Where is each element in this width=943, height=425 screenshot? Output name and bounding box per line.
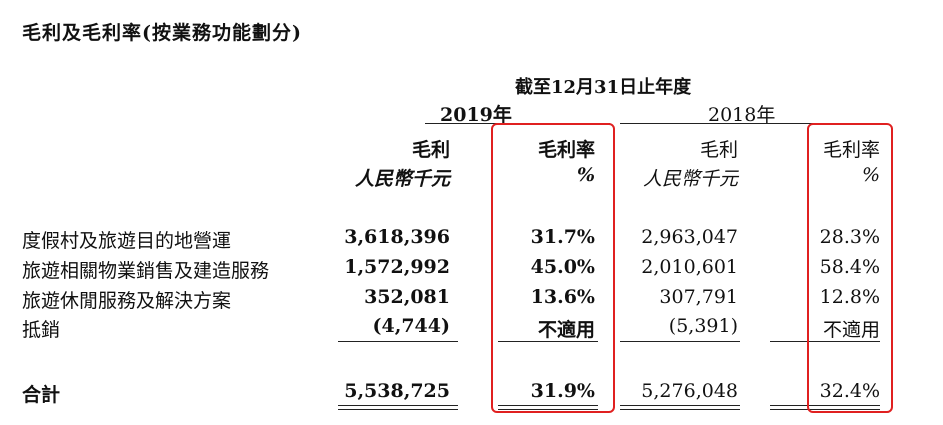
unit-rmb-2019: 人民幣千元 xyxy=(354,168,450,190)
total-label: 合計 xyxy=(22,384,61,406)
total-gm-2019: 31.9% xyxy=(530,380,595,402)
row-label: 度假村及旅遊目的地營運 xyxy=(22,230,232,252)
row-label: 旅遊休閒服務及解決方案 xyxy=(22,290,232,312)
page-title: 毛利及毛利率(按業務功能劃分) xyxy=(22,22,302,44)
cell-gm-2018: 不適用 xyxy=(822,319,880,341)
cell-gp-2019: 1,572,992 xyxy=(344,256,450,278)
col-gross-margin-2019: 毛利率 xyxy=(537,139,595,161)
total-gp-2019: 5,538,725 xyxy=(344,380,450,402)
subtotal-line-gp-2018 xyxy=(620,341,740,342)
row-label: 抵銷 xyxy=(22,319,61,341)
row-label: 旅遊相關物業銷售及建造服務 xyxy=(22,260,270,282)
cell-gp-2019: 3,618,396 xyxy=(344,226,450,248)
cell-gp-2019: (4,744) xyxy=(372,315,450,337)
cell-gp-2018: (5,391) xyxy=(668,315,738,337)
cell-gm-2019: 31.7% xyxy=(530,226,595,248)
subtotal-line-gm-2019 xyxy=(498,341,598,342)
highlight-box-margin-2019 xyxy=(491,123,615,413)
cell-gm-2019: 不適用 xyxy=(537,319,595,341)
total-double-line-gp-2019 xyxy=(338,405,458,410)
year-2018-header: 2018年 xyxy=(708,104,776,126)
year-2019-header: 2019年 xyxy=(440,104,512,126)
cell-gp-2019: 352,081 xyxy=(364,286,450,308)
unit-rmb-2018: 人民幣千元 xyxy=(642,168,738,190)
col-gross-profit-2018: 毛利 xyxy=(699,139,738,161)
cell-gp-2018: 2,010,601 xyxy=(641,256,738,278)
subtotal-line-gm-2018 xyxy=(770,341,880,342)
total-double-line-gm-2019 xyxy=(498,405,598,410)
period-header: 截至12月31日止年度 xyxy=(515,77,692,98)
unit-pct-2019: % xyxy=(576,164,595,186)
cell-gm-2019: 13.6% xyxy=(530,286,595,308)
total-double-line-gp-2018 xyxy=(620,405,740,410)
cell-gm-2019: 45.0% xyxy=(530,256,595,278)
cell-gp-2018: 2,963,047 xyxy=(641,226,738,248)
cell-gm-2018: 58.4% xyxy=(819,256,880,278)
cell-gm-2018: 12.8% xyxy=(819,286,880,308)
total-gm-2018: 32.4% xyxy=(819,380,880,402)
col-gross-profit-2019: 毛利 xyxy=(411,139,450,161)
year-2018-underline xyxy=(620,123,885,124)
total-gp-2018: 5,276,048 xyxy=(641,380,738,402)
cell-gp-2018: 307,791 xyxy=(659,286,738,308)
unit-pct-2018: % xyxy=(861,164,880,186)
total-double-line-gm-2018 xyxy=(770,405,880,410)
col-gross-margin-2018: 毛利率 xyxy=(822,139,880,161)
highlight-box-margin-2018 xyxy=(807,123,893,413)
cell-gm-2018: 28.3% xyxy=(819,226,880,248)
subtotal-line-gp-2019 xyxy=(338,341,458,342)
